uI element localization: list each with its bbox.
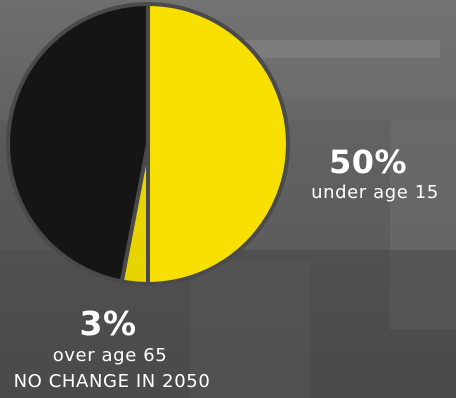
pie-slice-other [6,2,150,284]
pie-slice-under-15 [146,2,290,286]
under-15-label: under age 15 [311,182,439,203]
no-change-footnote: NO CHANGE IN 2050 [13,371,211,392]
over-65-label: over age 65 [52,345,168,366]
over-65-percentage: 3% [79,304,137,343]
under-15-percentage: 50% [328,143,408,181]
